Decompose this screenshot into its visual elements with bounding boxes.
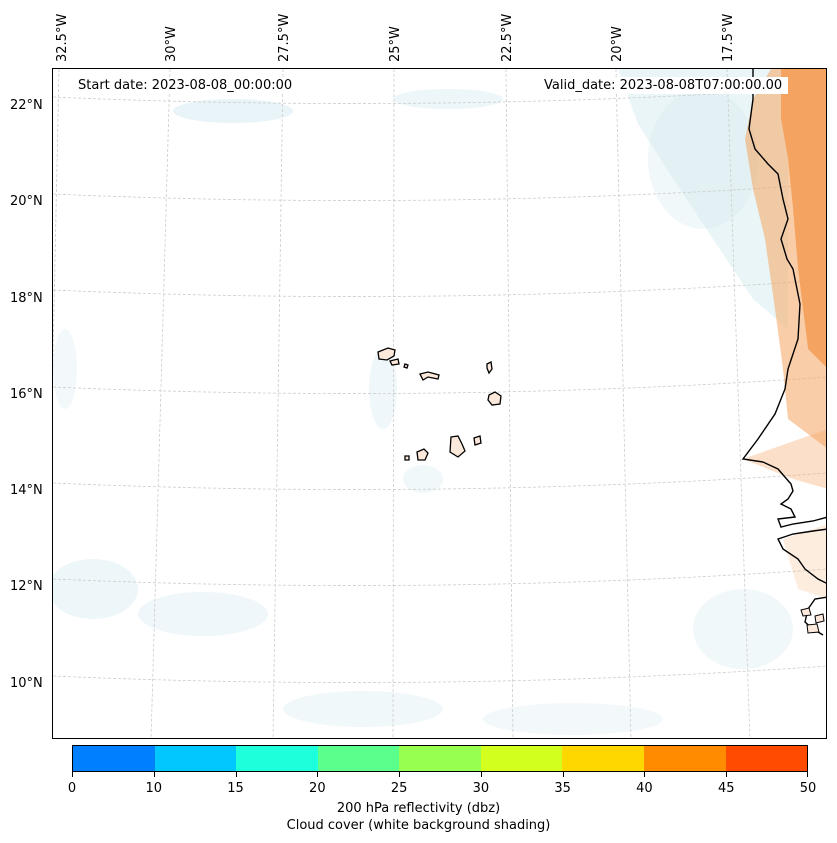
colorbar-tick-label: 25 <box>390 781 408 796</box>
meridian-27.5w <box>272 69 284 738</box>
lat-label-10n: 10°N <box>10 676 43 691</box>
parallel-10n <box>53 665 826 683</box>
colorbar-tick <box>72 772 73 777</box>
colorbar-tick <box>481 772 482 777</box>
colorbar-segment <box>154 746 237 771</box>
reflectivity-fringe-south <box>783 524 826 599</box>
meridian-22.5w <box>505 69 514 738</box>
start-date-label: Start date: 2023-08-08_00:00:00 <box>72 77 299 94</box>
colorbar-tick <box>563 772 564 777</box>
lat-label-18n: 18°N <box>10 291 43 306</box>
cloud-patch <box>693 589 793 669</box>
colorbar-tick-label: 40 <box>636 781 653 796</box>
cloud-cover-shading <box>53 69 793 735</box>
cape-verde-islands <box>377 347 502 461</box>
colorbar-segment <box>480 746 563 771</box>
colorbar-segment <box>643 746 726 771</box>
map-panel[interactable] <box>52 68 827 739</box>
colorbar-segment <box>725 746 808 771</box>
meridian-25w <box>392 69 395 738</box>
colorbar-tick-label: 30 <box>472 781 490 796</box>
colorbar-tick <box>154 772 155 777</box>
lon-label-22.5w: 22.5°W <box>500 13 515 62</box>
meridian-32.5w <box>53 69 60 376</box>
cloud-patch <box>483 703 663 735</box>
lat-label-20n: 20°N <box>10 194 43 209</box>
parallel-12n <box>53 568 826 586</box>
parallel-20n <box>53 183 826 201</box>
lat-label-16n: 16°N <box>10 387 43 402</box>
cloud-patch <box>138 592 268 636</box>
colorbar-tick-label: 15 <box>227 781 244 796</box>
island-sao-vicente <box>389 358 400 366</box>
parallel-18n <box>53 279 826 297</box>
colorbar-segment <box>399 746 481 771</box>
colorbar-segment <box>317 746 400 771</box>
colorbar-segment <box>562 746 644 771</box>
cloud-patch <box>648 89 758 229</box>
island <box>800 607 812 617</box>
colorbar-tick <box>726 772 727 777</box>
cloud-patch <box>283 691 443 727</box>
colorbar-tick <box>399 772 400 777</box>
lon-label-17.5w: 17.5°W <box>721 13 736 62</box>
meridian-20w <box>615 69 632 738</box>
island-boa-vista <box>487 391 502 406</box>
lat-label-22n: 22°N <box>10 98 43 113</box>
lon-label-32.5w: 32.5°W <box>55 13 70 62</box>
island-sal <box>486 361 493 375</box>
colorbar-tick <box>644 772 645 777</box>
colorbar-tick-label: 50 <box>799 781 817 796</box>
colorbar-tick-label: 35 <box>554 781 571 796</box>
parallel-16n <box>53 376 826 394</box>
bijagos-islands <box>800 607 825 634</box>
colorbar-label: 200 hPa reflectivity (dbz) <box>336 801 501 816</box>
island-santo-antao <box>377 347 396 361</box>
cloud-patch <box>369 349 397 429</box>
lat-label-14n: 14°N <box>10 483 43 498</box>
colorbar-tick <box>236 772 237 777</box>
valid-date-label: Valid_date: 2023-08-08T07:00:00.00 <box>538 77 789 94</box>
colorbar-tick <box>807 772 808 777</box>
lat-label-12n: 12°N <box>10 579 43 594</box>
cloud-patch <box>53 559 138 619</box>
meridian-30w <box>150 69 171 738</box>
reflectivity-fringe <box>745 69 826 448</box>
colorbar-segment <box>73 746 155 771</box>
lon-label-30w: 30°W <box>164 26 179 62</box>
colorbar-tick <box>317 772 318 777</box>
island-brava <box>404 455 410 461</box>
parallel-14n <box>53 472 826 490</box>
island-maio <box>473 435 482 446</box>
cloud-patch <box>403 465 443 493</box>
island <box>814 613 825 624</box>
reflectivity-fringe-south <box>743 429 826 489</box>
colorbar-tick-label: 45 <box>717 781 735 796</box>
meridian-17.5w <box>726 69 751 738</box>
colorbar-tick-label: 20 <box>309 781 326 796</box>
reflectivity-core <box>781 69 826 367</box>
colorbar <box>72 745 808 772</box>
reflectivity-shading <box>743 69 826 599</box>
lon-label-20w: 20°W <box>610 26 625 62</box>
island-santa-luzia <box>403 363 409 369</box>
lon-label-25w: 25°W <box>388 26 403 62</box>
map-canvas <box>53 69 826 738</box>
island-santiago <box>449 435 466 458</box>
cloud-patch <box>618 69 788 329</box>
colorbar-segment <box>236 746 318 771</box>
cloud-patch <box>393 89 503 109</box>
cloud-patch <box>53 329 77 409</box>
lon-label-27.5w: 27.5°W <box>277 13 292 62</box>
colorbar-tick-label: 0 <box>67 781 77 796</box>
cloud-patch <box>173 99 293 123</box>
island-fogo <box>416 448 429 461</box>
colorbar-sublabel: Cloud cover (white background shading) <box>286 818 551 833</box>
island <box>806 623 820 634</box>
colorbar-tick-label: 10 <box>145 781 163 796</box>
island-sao-nicolau <box>419 371 440 381</box>
